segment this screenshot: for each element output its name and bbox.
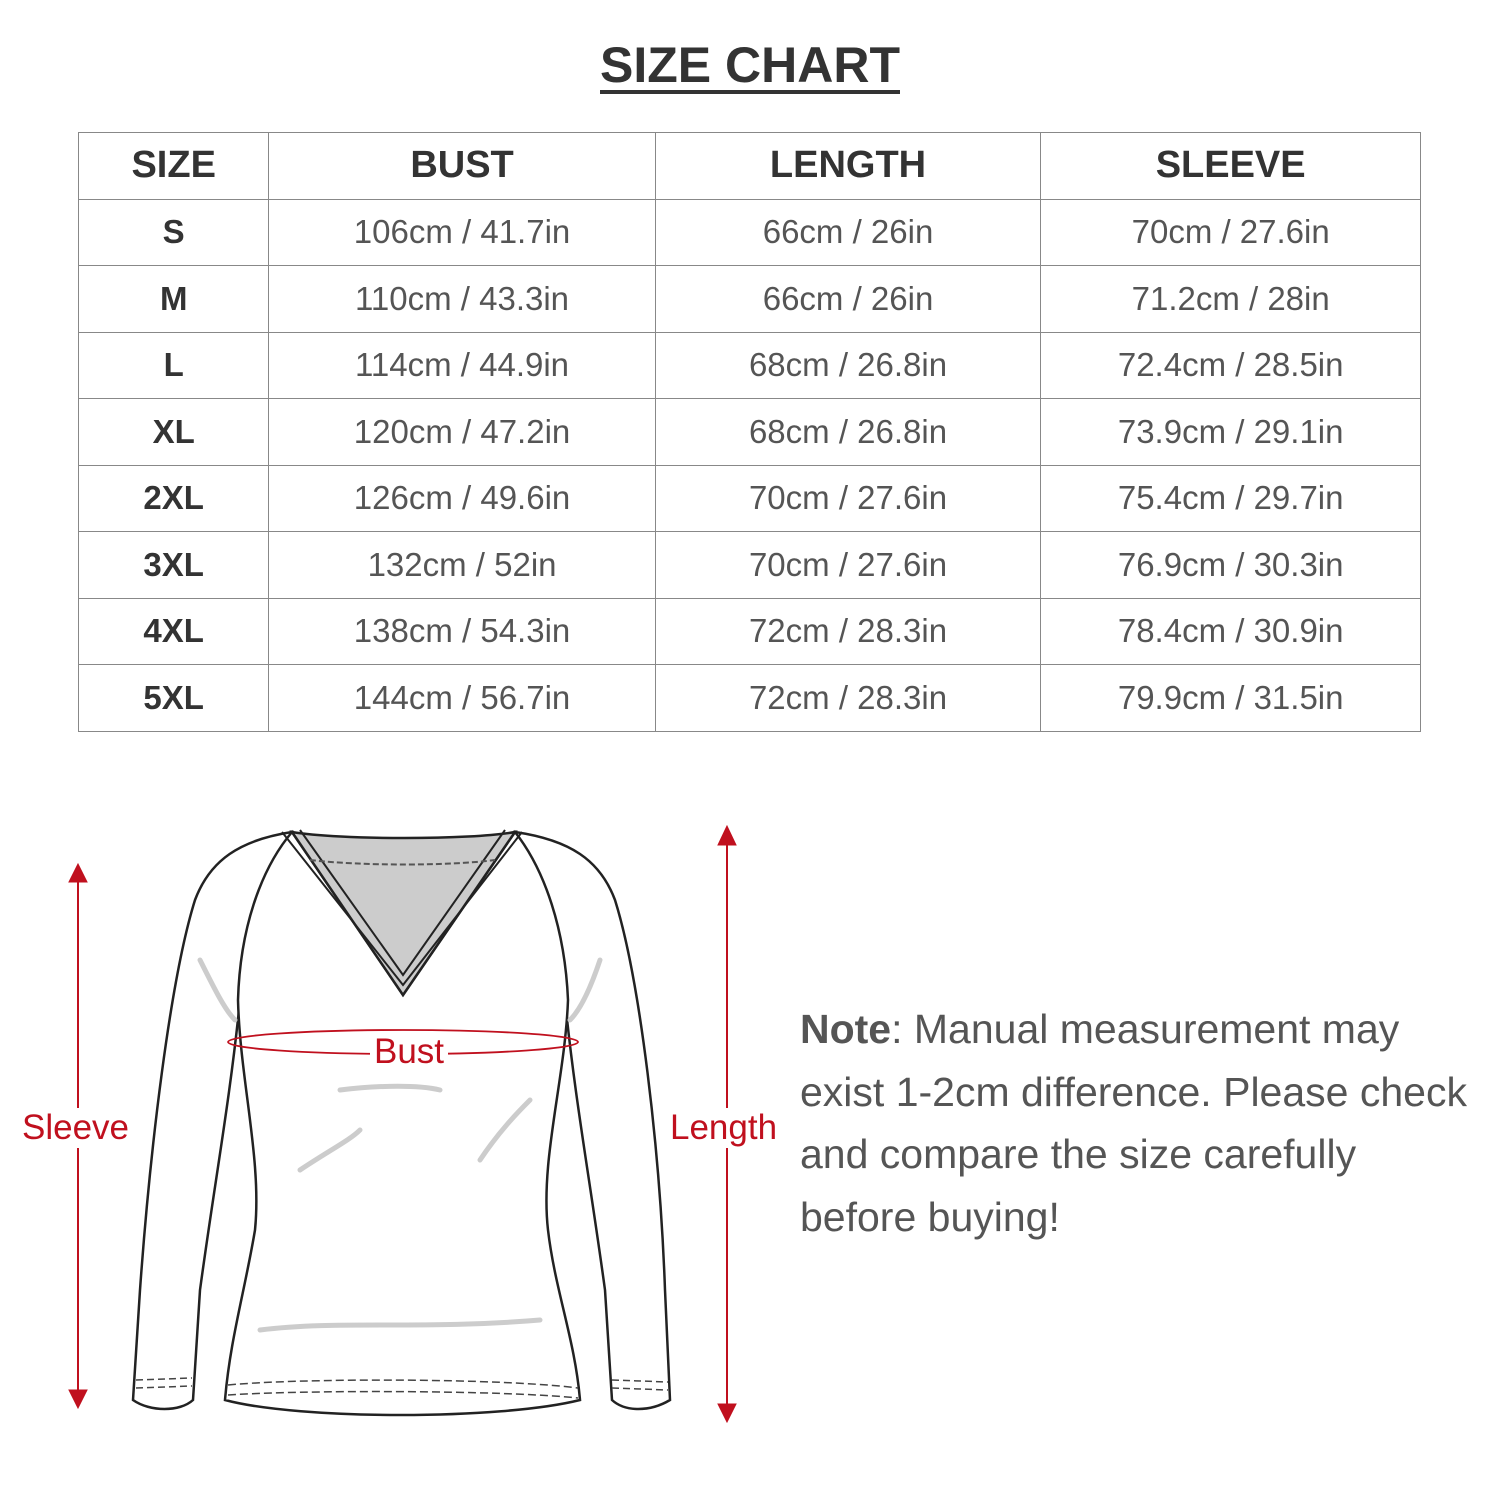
cell-sleeve: 71.2cm / 28in — [1040, 265, 1421, 333]
cell-length: 68cm / 26.8in — [654, 331, 1042, 399]
cell-sleeve: 76.9cm / 30.3in — [1040, 531, 1421, 599]
cell-size: 4XL — [77, 597, 270, 665]
cell-size: M — [77, 265, 270, 333]
cell-bust: 110cm / 43.3in — [268, 265, 656, 333]
cell-bust: 120cm / 47.2in — [268, 398, 656, 466]
cell-sleeve: 70cm / 27.6in — [1040, 198, 1421, 266]
cell-length: 66cm / 26in — [654, 265, 1042, 333]
table-row: 4XL 138cm / 54.3in 72cm / 28.3in 78.4cm / 3… — [77, 597, 1421, 665]
table-header-row: SIZE BUST LENGTH SLEEVE — [77, 132, 1421, 200]
column-header-length: LENGTH — [654, 132, 1042, 200]
cell-length: 68cm / 26.8in — [654, 398, 1042, 466]
cell-bust: 106cm / 41.7in — [268, 198, 656, 266]
page-title: SIZE CHART — [600, 37, 900, 93]
cell-size: 5XL — [77, 664, 270, 732]
table-row: XL 120cm / 47.2in 68cm / 26.8in 73.9cm / 29… — [77, 398, 1421, 466]
shirt-diagram — [68, 824, 737, 1424]
cell-length: 70cm / 27.6in — [654, 464, 1042, 532]
column-header-bust: BUST — [268, 132, 656, 200]
shirt-outline — [131, 829, 672, 1417]
column-header-sleeve: SLEEVE — [1040, 132, 1421, 200]
cell-length: 66cm / 26in — [654, 198, 1042, 266]
cell-length: 70cm / 27.6in — [654, 531, 1042, 599]
sleeve-label: Sleeve — [22, 1108, 130, 1148]
length-label: Length — [670, 1108, 778, 1148]
note-text: : Manual measurement may exist 1-2cm dif… — [800, 1006, 1467, 1240]
cell-size: S — [77, 198, 270, 266]
cell-bust: 138cm / 54.3in — [268, 597, 656, 665]
cell-size: 3XL — [77, 531, 270, 599]
cell-sleeve: 73.9cm / 29.1in — [1040, 398, 1421, 466]
note-label: Note — [800, 1006, 892, 1052]
table-row: M 110cm / 43.3in 66cm / 26in 71.2cm / 28in — [77, 265, 1421, 333]
cell-bust: 144cm / 56.7in — [268, 664, 656, 732]
cell-size: 2XL — [77, 464, 270, 532]
cell-bust: 114cm / 44.9in — [268, 331, 656, 399]
cell-size: XL — [77, 398, 270, 466]
table-row: L 114cm / 44.9in 68cm / 26.8in 72.4cm / 28.… — [77, 331, 1421, 399]
cell-sleeve: 75.4cm / 29.7in — [1040, 464, 1421, 532]
cell-sleeve: 72.4cm / 28.5in — [1040, 331, 1421, 399]
cell-length: 72cm / 28.3in — [654, 597, 1042, 665]
bust-label: Bust — [370, 1032, 449, 1072]
cell-bust: 132cm / 52in — [268, 531, 656, 599]
cell-sleeve: 78.4cm / 30.9in — [1040, 597, 1421, 665]
table-row: 2XL 126cm / 49.6in 70cm / 27.6in 75.4cm / 2… — [77, 464, 1421, 532]
cell-sleeve: 79.9cm / 31.5in — [1040, 664, 1421, 732]
column-header-size: SIZE — [77, 132, 270, 200]
table-row: 3XL 132cm / 52in 70cm / 27.6in 76.9cm / 30.… — [77, 531, 1421, 599]
measurement-note: Note: Manual measurement may exist 1-2cm… — [800, 998, 1480, 1248]
cell-size: L — [77, 331, 270, 399]
fold-shading — [197, 957, 603, 1333]
cell-length: 72cm / 28.3in — [654, 664, 1042, 732]
table-row: 5XL 144cm / 56.7in 72cm / 28.3in 79.9cm / 3… — [77, 664, 1421, 732]
table-row: S 106cm / 41.7in 66cm / 26in 70cm / 27.6in — [77, 198, 1421, 266]
size-table: SIZE BUST LENGTH SLEEVE S 106cm / 41.7in 66cm… — [77, 132, 1421, 732]
cell-bust: 126cm / 49.6in — [268, 464, 656, 532]
